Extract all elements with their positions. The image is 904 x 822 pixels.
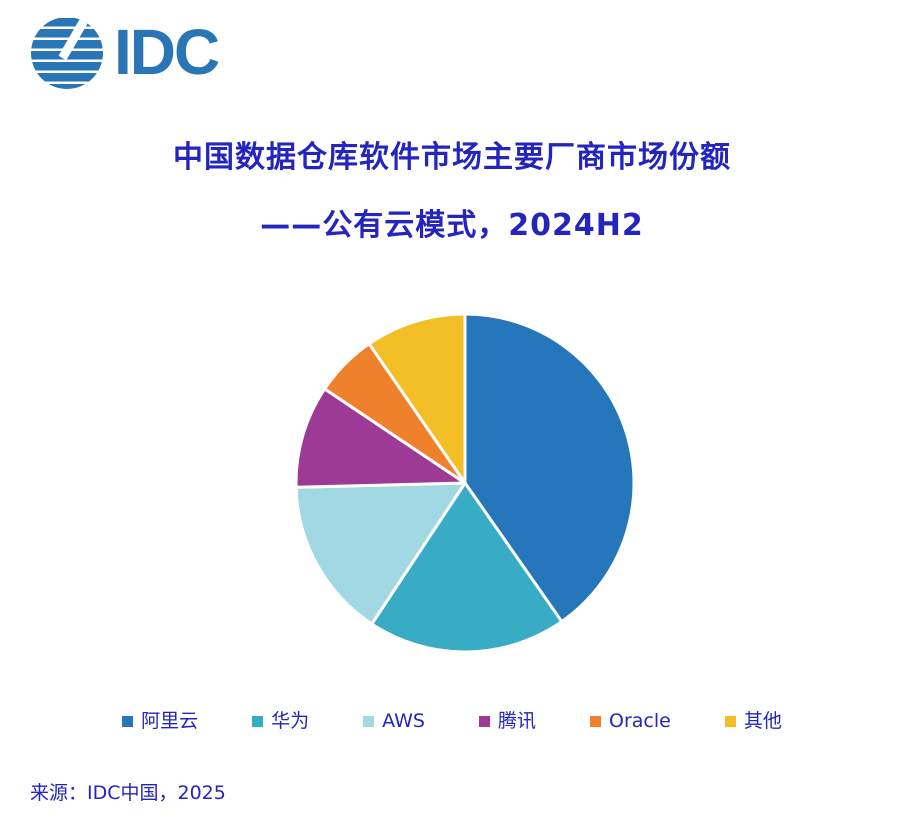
legend-swatch-alicloud [122,716,134,727]
pie-slice-腾讯 [294,387,467,489]
chart-legend: 阿里云 华为 AWS 腾讯 Oracle 其他 [0,712,904,731]
legend-swatch-others [724,716,736,727]
chart-title-line1: 中国数据仓库软件市场主要厂商市场份额 [173,140,731,175]
pie-chart-area [285,303,645,663]
idc-logo: IDC [28,12,220,92]
pie-slice-华为 [370,481,564,654]
idc-logo-text: IDC [114,16,220,88]
legend-label-oracle: Oracle [609,710,671,732]
legend-item-alicloud: 阿里云 [122,712,198,731]
legend-item-oracle: Oracle [590,712,671,731]
legend-label-others: 其他 [743,710,782,732]
legend-swatch-aws [363,716,375,727]
pie-chart [294,312,636,654]
idc-globe-icon [31,17,103,89]
legend-item-others: 其他 [724,710,782,732]
pie-slice-其他 [367,312,467,485]
legend-item-tencent: 腾讯 [478,710,536,732]
legend-swatch-huawei [252,716,264,727]
legend-swatch-tencent [478,716,490,727]
legend-item-aws: AWS [363,712,425,731]
legend-label-alicloud: 阿里云 [141,710,199,732]
legend-item-huawei: 华为 [252,712,309,731]
legend-label-huawei: 华为 [271,710,310,732]
chart-title: 中国数据仓库软件市场主要厂商市场份额 ——公有云模式，2024H2 [0,132,904,244]
source-note: 来源：IDC中国，2025 [30,782,226,804]
legend-label-aws: AWS [382,710,425,732]
pie-slice-AWS [294,481,467,626]
pie-slice-阿里云 [463,312,636,624]
chart-title-line2: ——公有云模式，2024H2 [260,208,644,243]
legend-swatch-oracle [590,716,601,727]
legend-label-tencent: 腾讯 [497,710,536,732]
